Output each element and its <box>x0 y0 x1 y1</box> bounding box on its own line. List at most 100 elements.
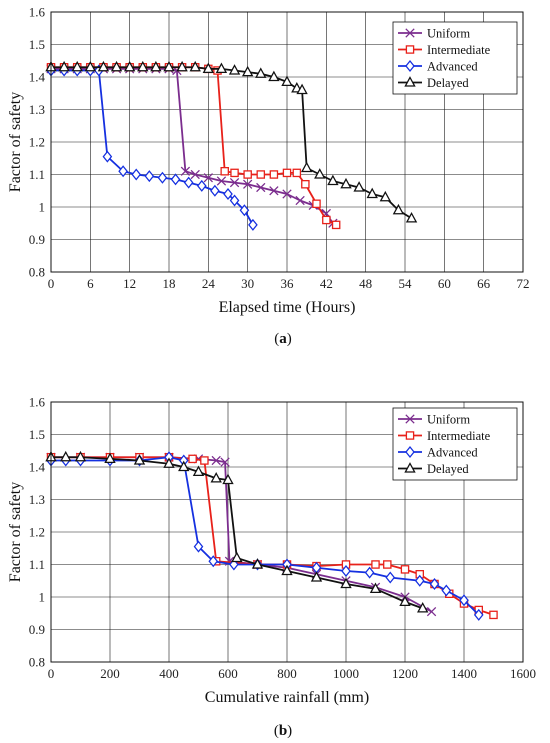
data-point <box>300 161 313 173</box>
x-tick-label: 12 <box>123 276 136 291</box>
data-point <box>84 60 97 72</box>
data-point <box>243 179 253 189</box>
x-tick-label: 800 <box>277 666 297 681</box>
series-delayed <box>45 60 418 223</box>
x-tick-label: 6 <box>87 276 94 291</box>
data-point <box>341 564 351 578</box>
data-point <box>383 560 392 569</box>
y-tick-label: 1.6 <box>29 5 46 20</box>
data-point <box>441 584 452 597</box>
data-point <box>157 171 168 184</box>
data-point <box>392 203 405 215</box>
data-point <box>385 571 396 584</box>
data-point <box>202 62 215 74</box>
series-line <box>51 456 424 610</box>
data-point <box>369 582 382 594</box>
data-point <box>340 177 352 189</box>
x-tick-label: 42 <box>320 276 333 291</box>
legend-swatch-marker <box>405 59 415 73</box>
data-point <box>312 199 321 208</box>
caption-close: ) <box>287 331 292 347</box>
data-point <box>229 194 240 207</box>
data-point <box>97 60 110 72</box>
x-tick-label: 200 <box>100 666 120 681</box>
caption-open: ( <box>274 331 279 347</box>
data-point <box>163 60 175 72</box>
data-point <box>178 460 190 472</box>
x-tick-label: 60 <box>438 276 451 291</box>
legend-label: Intermediate <box>427 429 491 443</box>
data-point <box>489 610 498 620</box>
data-point <box>310 571 323 582</box>
legend-swatch-marker <box>405 28 415 38</box>
data-point <box>256 170 266 179</box>
y-axis-label: Factor of safety <box>7 482 24 582</box>
data-point <box>331 220 341 230</box>
data-point <box>102 150 113 163</box>
data-point <box>255 67 267 78</box>
data-point <box>180 166 191 176</box>
data-point <box>256 182 266 193</box>
x-axis-label: Elapsed time (Hours) <box>219 299 356 316</box>
data-point <box>60 450 72 462</box>
legend-label: Advanced <box>427 60 478 74</box>
data-point <box>239 204 250 217</box>
caption-letter: a <box>279 331 287 347</box>
y-tick-label: 0.9 <box>29 622 45 637</box>
data-point <box>216 176 227 186</box>
x-tick-label: 1000 <box>333 666 359 681</box>
data-point <box>131 168 142 181</box>
data-point <box>269 170 279 179</box>
y-tick-label: 1.2 <box>29 135 45 150</box>
data-point <box>400 565 410 574</box>
x-tick-label: 36 <box>281 276 295 291</box>
data-point <box>110 60 123 72</box>
data-point <box>222 473 234 485</box>
data-point <box>281 75 293 87</box>
y-tick-label: 1.5 <box>29 37 45 52</box>
panel-caption: (a) <box>274 331 292 347</box>
data-point <box>193 540 204 553</box>
data-point <box>190 169 200 180</box>
x-tick-label: 72 <box>517 276 530 291</box>
data-point <box>296 83 308 95</box>
x-tick-label: 66 <box>477 276 491 291</box>
caption-close: ) <box>287 723 292 739</box>
data-point <box>231 551 243 563</box>
plot-frame <box>50 401 524 663</box>
legend-label: Intermediate <box>427 43 491 57</box>
data-point <box>327 174 339 186</box>
data-point <box>150 60 162 72</box>
data-point <box>58 60 70 72</box>
data-point <box>269 186 279 196</box>
data-point <box>137 60 149 72</box>
data-point <box>379 190 392 202</box>
data-point <box>118 165 128 178</box>
legend-label: Uniform <box>427 27 470 41</box>
data-point <box>364 566 375 579</box>
plot-frame <box>50 11 524 273</box>
data-point <box>459 594 469 607</box>
legend-swatch-marker <box>405 414 415 424</box>
data-point <box>429 577 440 591</box>
data-point <box>281 564 293 576</box>
caption-letter: b <box>279 723 287 739</box>
x-tick-label: 54 <box>399 276 413 291</box>
data-point <box>243 170 252 179</box>
x-tick-label: 400 <box>159 666 179 681</box>
legend-swatch-marker <box>404 76 416 87</box>
legend-label: Advanced <box>427 446 478 460</box>
legend-swatch-marker <box>405 445 415 459</box>
y-tick-label: 1.4 <box>29 70 46 85</box>
data-point <box>71 60 83 72</box>
data-point <box>200 456 209 465</box>
caption-open: ( <box>274 723 279 739</box>
data-point <box>220 457 230 467</box>
data-point <box>414 574 425 587</box>
data-point <box>123 60 136 72</box>
y-tick-label: 0.9 <box>29 232 45 247</box>
legend-entry: Uniform <box>398 413 470 427</box>
y-tick-label: 1.1 <box>29 167 45 182</box>
y-tick-label: 1.5 <box>29 427 45 442</box>
